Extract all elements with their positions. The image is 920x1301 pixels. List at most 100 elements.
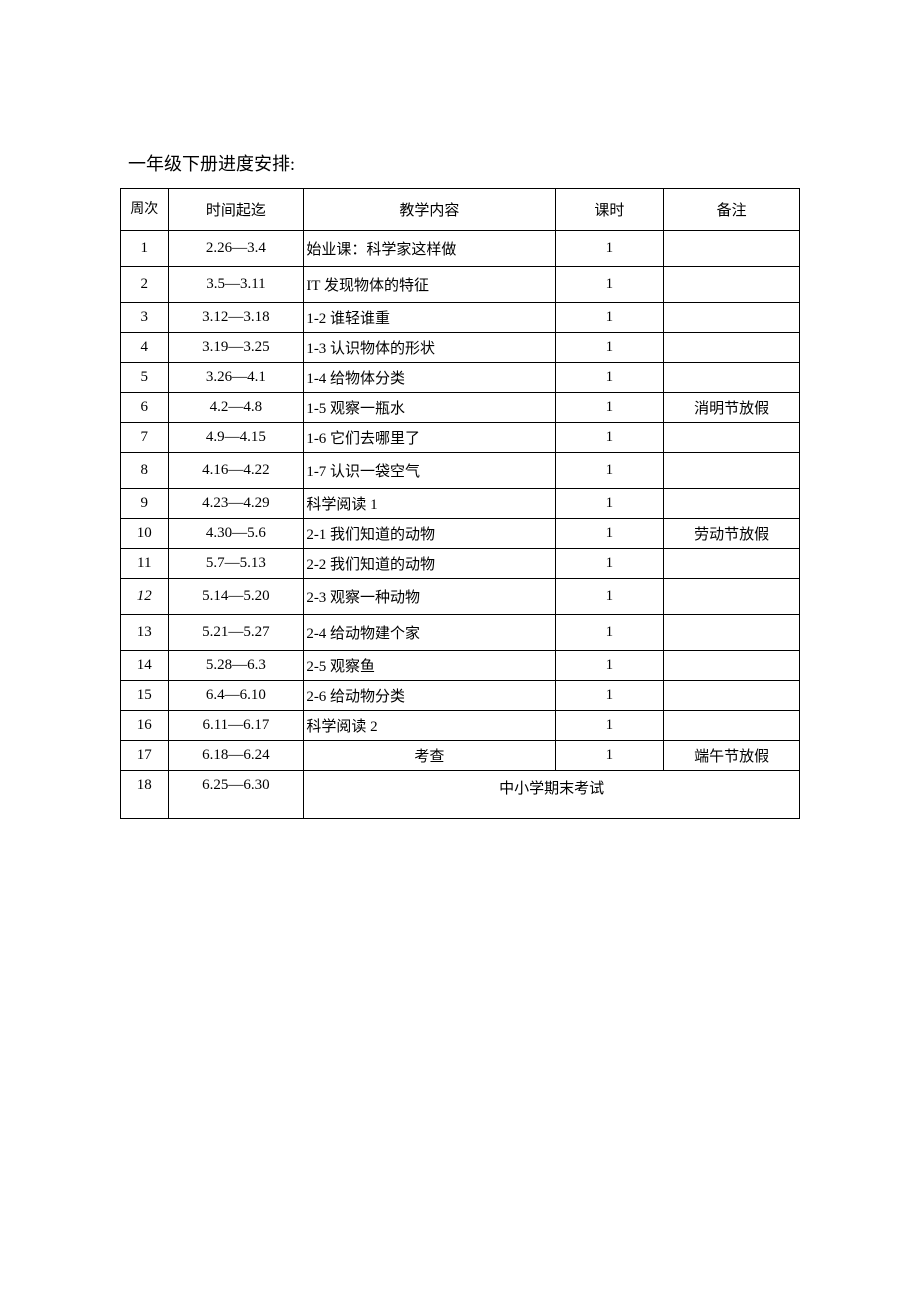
- table-row: 4 3.19—3.25 1-3 认识物体的形状 1: [121, 333, 800, 363]
- cell-hours: 1: [555, 681, 664, 711]
- cell-date: 2.26—3.4: [168, 231, 304, 267]
- cell-hours: 1: [555, 741, 664, 771]
- cell-week: 4: [121, 333, 169, 363]
- cell-date: 4.16—4.22: [168, 453, 304, 489]
- table-row: 13 5.21—5.27 2-4 给动物建个家 1: [121, 615, 800, 651]
- cell-hours: 1: [555, 363, 664, 393]
- cell-date: 3.5—3.11: [168, 267, 304, 303]
- cell-week: 11: [121, 549, 169, 579]
- cell-notes: [664, 453, 800, 489]
- cell-merged-content: 中小学期末考试: [304, 771, 800, 819]
- cell-week: 15: [121, 681, 169, 711]
- cell-date: 6.4—6.10: [168, 681, 304, 711]
- cell-notes: [664, 549, 800, 579]
- cell-content: 科学阅读 1: [304, 489, 555, 519]
- cell-date: 3.12—3.18: [168, 303, 304, 333]
- page-title: 一年级下册进度安排:: [120, 150, 800, 176]
- cell-date: 5.7—5.13: [168, 549, 304, 579]
- table-row: 10 4.30—5.6 2-1 我们知道的动物 1 劳动节放假: [121, 519, 800, 549]
- cell-hours: 1: [555, 453, 664, 489]
- cell-week: 7: [121, 423, 169, 453]
- table-row: 9 4.23—4.29 科学阅读 1 1: [121, 489, 800, 519]
- cell-hours: 1: [555, 615, 664, 651]
- cell-week: 16: [121, 711, 169, 741]
- cell-hours: 1: [555, 231, 664, 267]
- cell-notes: [664, 363, 800, 393]
- cell-hours: 1: [555, 267, 664, 303]
- table-row: 11 5.7—5.13 2-2 我们知道的动物 1: [121, 549, 800, 579]
- cell-week: 6: [121, 393, 169, 423]
- cell-date: 4.9—4.15: [168, 423, 304, 453]
- cell-week: 3: [121, 303, 169, 333]
- cell-notes: [664, 333, 800, 363]
- header-content: 教学内容: [304, 189, 555, 231]
- table-row: 8 4.16—4.22 1-7 认识一袋空气 1: [121, 453, 800, 489]
- cell-date: 4.23—4.29: [168, 489, 304, 519]
- cell-week: 8: [121, 453, 169, 489]
- cell-content: 2-6 给动物分类: [304, 681, 555, 711]
- table-row: 12 5.14—5.20 2-3 观察一种动物 1: [121, 579, 800, 615]
- header-date: 时间起迄: [168, 189, 304, 231]
- cell-content: 2-2 我们知道的动物: [304, 549, 555, 579]
- table-row: 5 3.26—4.1 1-4 给物体分类 1: [121, 363, 800, 393]
- table-body: 1 2.26—3.4 始业课：科学家这样做 1 2 3.5—3.11 IT 发现…: [121, 231, 800, 819]
- header-hours: 课时: [555, 189, 664, 231]
- cell-notes: [664, 579, 800, 615]
- cell-notes: 消明节放假: [664, 393, 800, 423]
- cell-hours: 1: [555, 579, 664, 615]
- cell-hours: 1: [555, 393, 664, 423]
- cell-notes: 劳动节放假: [664, 519, 800, 549]
- cell-notes: [664, 489, 800, 519]
- cell-hours: 1: [555, 489, 664, 519]
- table-header-row: 周次 时间起迄 教学内容 课时 备注: [121, 189, 800, 231]
- cell-date: 3.19—3.25: [168, 333, 304, 363]
- cell-week: 5: [121, 363, 169, 393]
- table-row: 14 5.28—6.3 2-5 观察鱼 1: [121, 651, 800, 681]
- cell-content: IT 发现物体的特征: [304, 267, 555, 303]
- cell-content: 1-5 观察一瓶水: [304, 393, 555, 423]
- cell-notes: [664, 303, 800, 333]
- cell-week: 9: [121, 489, 169, 519]
- cell-hours: 1: [555, 303, 664, 333]
- cell-hours: 1: [555, 711, 664, 741]
- cell-notes: 端午节放假: [664, 741, 800, 771]
- cell-date: 5.14—5.20: [168, 579, 304, 615]
- cell-week: 18: [121, 771, 169, 819]
- cell-notes: [664, 711, 800, 741]
- cell-week: 1: [121, 231, 169, 267]
- cell-content: 考查: [304, 741, 555, 771]
- table-row: 17 6.18—6.24 考查 1 端午节放假: [121, 741, 800, 771]
- table-row: 3 3.12—3.18 1-2 谁轻谁重 1: [121, 303, 800, 333]
- cell-content: 1-2 谁轻谁重: [304, 303, 555, 333]
- table-row: 16 6.11—6.17 科学阅读 2 1: [121, 711, 800, 741]
- table-row: 18 6.25—6.30 中小学期末考试: [121, 771, 800, 819]
- table-row: 6 4.2—4.8 1-5 观察一瓶水 1 消明节放假: [121, 393, 800, 423]
- cell-notes: [664, 651, 800, 681]
- cell-notes: [664, 267, 800, 303]
- cell-notes: [664, 231, 800, 267]
- cell-date: 4.30—5.6: [168, 519, 304, 549]
- cell-hours: 1: [555, 651, 664, 681]
- cell-week: 2: [121, 267, 169, 303]
- cell-week: 10: [121, 519, 169, 549]
- cell-date: 3.26—4.1: [168, 363, 304, 393]
- cell-week: 14: [121, 651, 169, 681]
- table-row: 15 6.4—6.10 2-6 给动物分类 1: [121, 681, 800, 711]
- table-row: 2 3.5—3.11 IT 发现物体的特征 1: [121, 267, 800, 303]
- cell-hours: 1: [555, 519, 664, 549]
- cell-notes: [664, 681, 800, 711]
- cell-week: 12: [121, 579, 169, 615]
- header-notes: 备注: [664, 189, 800, 231]
- table-row: 7 4.9—4.15 1-6 它们去哪里了 1: [121, 423, 800, 453]
- cell-content: 1-3 认识物体的形状: [304, 333, 555, 363]
- cell-week: 17: [121, 741, 169, 771]
- cell-date: 5.28—6.3: [168, 651, 304, 681]
- cell-date: 5.21—5.27: [168, 615, 304, 651]
- cell-content: 1-4 给物体分类: [304, 363, 555, 393]
- cell-date: 6.25—6.30: [168, 771, 304, 819]
- table-row: 1 2.26—3.4 始业课：科学家这样做 1: [121, 231, 800, 267]
- cell-date: 4.2—4.8: [168, 393, 304, 423]
- cell-content: 2-5 观察鱼: [304, 651, 555, 681]
- cell-notes: [664, 615, 800, 651]
- cell-hours: 1: [555, 333, 664, 363]
